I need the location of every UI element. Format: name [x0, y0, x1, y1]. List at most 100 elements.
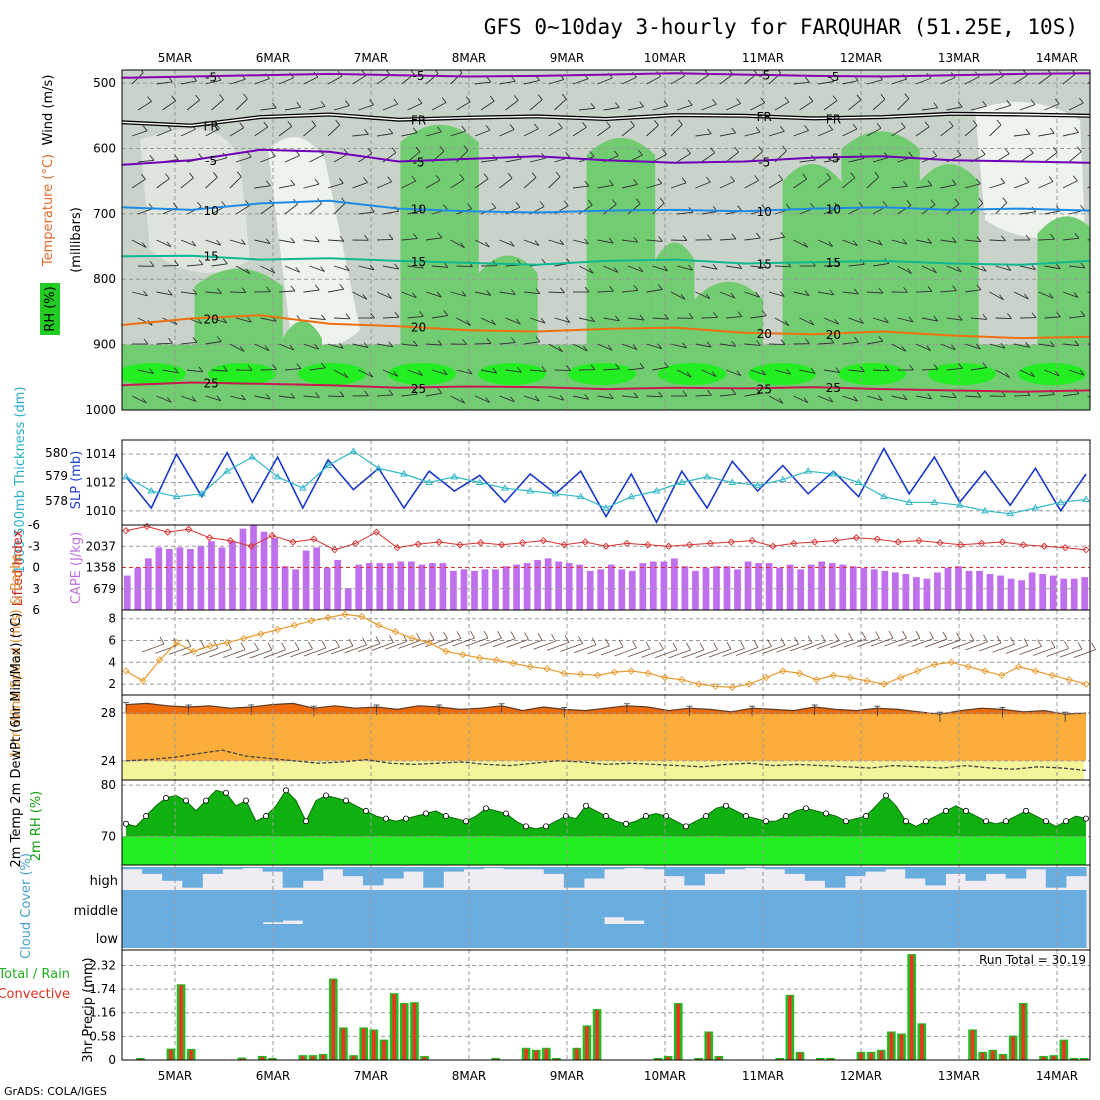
- wind-barb: [701, 265, 718, 270]
- wind-barb-flag: [174, 260, 179, 266]
- rh-marker: [1083, 815, 1090, 822]
- wind-barb: [211, 263, 228, 267]
- wind-barb-flag: [465, 96, 471, 103]
- surface-wind-barb: [627, 648, 651, 658]
- wind-barb: [652, 202, 665, 215]
- wind-barb: [946, 367, 963, 371]
- lifted-index-marker: [289, 538, 297, 546]
- wind-barb-flag: [466, 320, 471, 326]
- cloud-cell-high: [965, 867, 987, 881]
- temperature-contour-label: 20: [757, 327, 772, 341]
- wind-barb-flag: [982, 314, 988, 320]
- cape-bar: [292, 569, 299, 610]
- surface-wind-barb: [749, 646, 772, 655]
- wind-barb-flag: [632, 344, 638, 350]
- lifted-index-marker: [539, 536, 548, 545]
- wind-barb-flag: [901, 345, 907, 352]
- wind-barb-flag: [370, 312, 375, 319]
- cloud-ylabel: Cloud Cover (%): [19, 853, 34, 959]
- cloud-cell-middle: [162, 890, 183, 924]
- precip-convective-bar: [717, 1056, 721, 1060]
- wind-barb: [529, 99, 543, 111]
- surface-wind-barb-flag: [348, 638, 354, 647]
- wind-barb: [670, 182, 687, 189]
- wind-barb: [382, 369, 398, 377]
- wind-barb: [407, 369, 423, 376]
- wind-barb-flag: [996, 119, 1002, 126]
- cloud-cell-high: [1065, 867, 1087, 877]
- wind-barb: [162, 264, 179, 267]
- surface-wind-barb: [762, 644, 786, 654]
- wind-barb-flag: [320, 101, 326, 107]
- surface-wind-barb-flag: [308, 641, 313, 650]
- wind-barb: [946, 106, 963, 111]
- temperature-contour-label: 25: [826, 381, 841, 395]
- precip-convective-bar: [859, 1052, 863, 1060]
- wind-barb: [260, 204, 274, 215]
- wind-barb-flag: [265, 180, 271, 187]
- thickness-marker: [450, 472, 459, 480]
- wind-barb-flag: [712, 98, 717, 105]
- wind-barb-flag: [492, 367, 498, 374]
- wind-barb-flag: [486, 76, 492, 83]
- wind-barb: [799, 100, 814, 111]
- wind-barb-flag: [436, 291, 442, 298]
- wind-barb-flag: [730, 175, 735, 182]
- wind-barb: [162, 369, 179, 374]
- wind-barb: [352, 343, 369, 349]
- cloud-cell-low: [503, 924, 525, 948]
- wind-barb: [352, 182, 368, 189]
- wind-barb-flag: [853, 395, 858, 402]
- wind-barb-flag: [1028, 147, 1034, 154]
- wind-barb: [1087, 81, 1090, 85]
- surface-wind-barb: [371, 642, 394, 651]
- lifted-index-marker: [852, 534, 861, 542]
- wind-barb-flag: [908, 316, 914, 323]
- wind-barb-flag: [1024, 176, 1030, 183]
- cloud-cell-middle: [925, 890, 946, 924]
- wind-barb: [474, 395, 490, 403]
- thickness-marker: [602, 504, 610, 511]
- surface-wind-barb-flag: [159, 636, 165, 645]
- wind-barb-flag: [657, 284, 663, 290]
- wind-barb: [866, 239, 883, 246]
- surface-wind-barb: [668, 649, 691, 659]
- wind-barb-flag: [902, 238, 908, 245]
- wind-barb: [646, 289, 663, 293]
- rh-marker: [382, 815, 389, 822]
- wind-barb: [872, 157, 889, 163]
- lifted-index-marker: [414, 540, 422, 548]
- cape-bar: [607, 564, 615, 610]
- wind-barb: [235, 265, 251, 275]
- wind-barb: [456, 317, 471, 326]
- wind-speed-marker: [526, 663, 534, 671]
- cape-bar: [576, 564, 584, 610]
- wind-barb-flag: [441, 97, 447, 103]
- wind-barb: [309, 265, 325, 272]
- wind-barb: [333, 317, 351, 320]
- cloud-cell-middle: [262, 890, 284, 923]
- wind-barb-flag: [435, 174, 441, 181]
- cloud-cell-high: [182, 867, 203, 888]
- wind-barb: [523, 177, 537, 189]
- wind-barb-flag: [243, 93, 248, 100]
- wind-speed-marker: [880, 680, 888, 688]
- precip-convective-bar: [260, 1056, 265, 1060]
- cape-bar: [828, 563, 836, 610]
- wind-barb-flag: [461, 290, 467, 297]
- surface-wind-barb: [141, 643, 165, 653]
- wind-barb: [499, 129, 515, 137]
- wind-speed-marker: [122, 667, 130, 675]
- wind-barb: [1044, 103, 1060, 111]
- cloud-cell-middle: [945, 890, 966, 924]
- wind-barb-flag: [981, 265, 987, 272]
- precip-convective-legend: Convective: [0, 987, 70, 1002]
- wind-barb: [529, 369, 546, 372]
- wind-barb-flag: [388, 128, 394, 134]
- cape-bar: [692, 570, 699, 610]
- cloud-cell-high: [242, 867, 264, 869]
- cloud-cell-low: [664, 924, 685, 948]
- wind-barb-flag: [1056, 311, 1061, 318]
- wind-barb-flag: [731, 389, 737, 395]
- wind-barb-flag: [149, 368, 154, 374]
